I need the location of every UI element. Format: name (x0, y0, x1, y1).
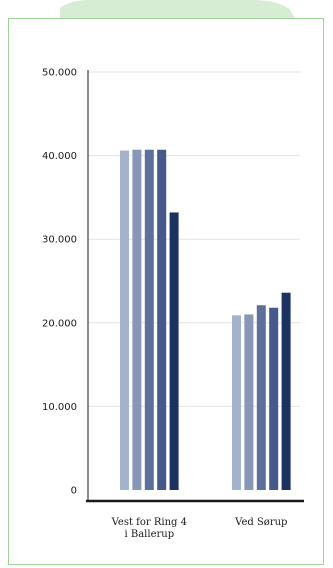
y-tick-label: 50.000 (42, 68, 77, 79)
axes (86, 70, 304, 503)
y-tick-label: 20.000 (42, 318, 77, 329)
bar (232, 315, 241, 490)
x-axis-tick-labels: Vest for Ring 4i Ballerup Ved Sørup (111, 517, 288, 540)
y-tick-label: 10.000 (42, 402, 77, 413)
bar (281, 292, 291, 490)
bars (120, 149, 291, 491)
bar (120, 150, 129, 491)
bar (244, 314, 254, 490)
x-tick-label: Vest for Ring 4 (111, 517, 187, 528)
bar (157, 149, 167, 491)
y-tick-label: 30.000 (42, 235, 77, 246)
bar (256, 305, 266, 490)
bar (269, 307, 279, 490)
x-tick-label: i Ballerup (124, 529, 174, 540)
bar (144, 149, 154, 491)
gridlines (88, 71, 300, 407)
bar (169, 212, 179, 490)
y-tick-label: 40.000 (42, 151, 77, 162)
x-tick-label: Ved Sørup (234, 517, 287, 528)
y-tick-label: 0 (71, 486, 77, 497)
bar (132, 149, 142, 491)
y-axis-tick-labels: 0 10.000 20.000 30.000 40.000 50.000 (42, 68, 77, 497)
decorative-header-shape (0, 0, 333, 18)
